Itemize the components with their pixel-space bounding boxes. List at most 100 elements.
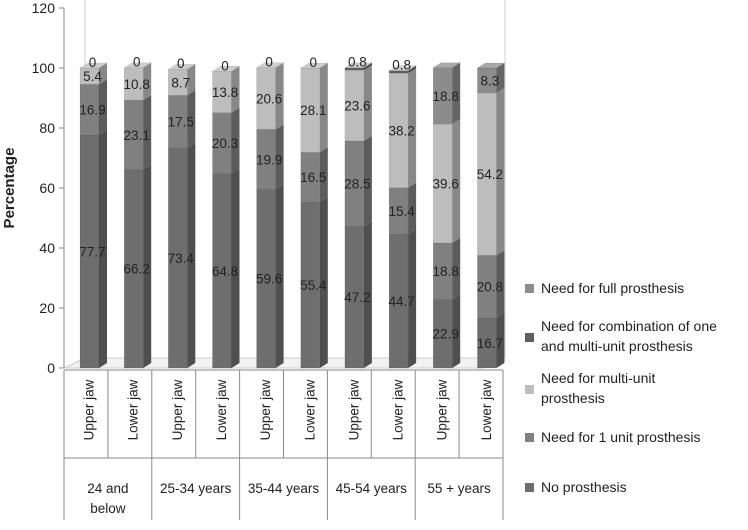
- category-label: Lower jaw: [479, 379, 494, 440]
- category-label: Lower jaw: [126, 379, 141, 440]
- bar-segment-side: [275, 62, 284, 130]
- bar-top-face: [211, 66, 241, 72]
- bar-top-face: [344, 62, 373, 68]
- data-label: 20.6: [256, 92, 282, 107]
- bar-segment-side: [408, 228, 417, 368]
- data-label: 15.4: [388, 204, 415, 219]
- group-label: 25-34 years: [160, 481, 232, 496]
- legend-label: Need for combination of one: [541, 318, 717, 334]
- category-label: Upper jaw: [170, 379, 185, 440]
- group-label: 55 + years: [427, 481, 491, 496]
- data-label: 77.7: [79, 244, 105, 259]
- data-label: 20.3: [212, 136, 238, 151]
- bar-segment-side: [275, 184, 284, 368]
- data-label: 66.2: [124, 262, 150, 277]
- legend-label: Need for full prosthesis: [541, 280, 684, 296]
- bar-segment-side: [496, 87, 505, 256]
- data-label: 64.8: [212, 264, 238, 279]
- bar-segment-side: [231, 66, 240, 113]
- bar-top-face: [79, 62, 108, 69]
- legend-swatch: [525, 385, 534, 394]
- data-label: 13.8: [212, 85, 238, 100]
- data-label: 59.6: [256, 272, 282, 287]
- bar-segment-side: [231, 107, 240, 174]
- category-label: Upper jaw: [258, 379, 273, 440]
- data-label: 0: [89, 55, 97, 70]
- bar-top-face: [123, 62, 153, 68]
- category-label: Upper jaw: [435, 379, 450, 440]
- data-label: 0: [133, 55, 141, 70]
- data-label: 73.4: [168, 251, 195, 266]
- data-label: 47.2: [344, 290, 370, 305]
- data-label: 0.8: [392, 58, 411, 73]
- data-label: 16.9: [79, 103, 105, 118]
- data-label: 44.7: [388, 294, 414, 309]
- data-label: 18.8: [433, 264, 459, 279]
- data-label: 20.8: [477, 280, 503, 295]
- data-label: 16.7: [477, 336, 503, 351]
- legend-label: No prosthesis: [541, 479, 627, 495]
- data-label: 0: [177, 56, 185, 71]
- legend-label: prosthesis: [541, 390, 605, 406]
- bar-top-face: [167, 63, 197, 70]
- bar-segment-side: [319, 196, 328, 368]
- data-label: 16.5: [300, 170, 326, 185]
- data-label: 10.8: [124, 77, 150, 92]
- group-label: 24 and below: [87, 481, 128, 516]
- bar-segment-side: [99, 79, 107, 135]
- legend-label: Need for multi-unit: [541, 370, 655, 386]
- legend-label: Need for 1 unit prosthesis: [541, 429, 701, 445]
- data-label: 55.4: [300, 278, 327, 293]
- data-label: 8.3: [481, 73, 500, 88]
- bar-segment-side: [99, 63, 107, 85]
- bar-segment-side: [452, 294, 461, 368]
- bar-segment: [168, 95, 188, 149]
- data-label: 18.8: [433, 89, 459, 104]
- data-label: 0.8: [348, 55, 367, 70]
- bar-segment-side: [496, 63, 505, 93]
- y-tick-label: 100: [32, 60, 56, 76]
- bar-segment-side: [187, 90, 196, 148]
- bar-segment-side: [143, 95, 152, 170]
- legend-swatch: [525, 284, 534, 293]
- y-axis-title: Percentage: [1, 148, 18, 229]
- data-label: 0: [221, 58, 229, 73]
- bar-top-face: [299, 62, 329, 69]
- data-label: 8.7: [171, 75, 190, 90]
- y-tick-label: 80: [39, 120, 55, 136]
- bar-segment-side: [319, 63, 328, 153]
- y-tick-label: 120: [32, 0, 56, 16]
- data-label: 28.5: [344, 177, 370, 192]
- bar-top-face: [255, 62, 285, 68]
- bar-segment-side: [99, 129, 107, 368]
- group-label: 45-54 years: [336, 481, 408, 496]
- data-label: 0: [310, 55, 318, 70]
- bar-segment-side: [408, 65, 417, 74]
- bar-segment-side: [143, 62, 152, 101]
- bar-segment-side: [363, 65, 372, 141]
- bar-segment-side: [363, 62, 372, 71]
- bar-segment-side: [452, 62, 461, 125]
- data-label: 23.6: [344, 99, 370, 114]
- y-tick-label: 40: [39, 240, 55, 256]
- bar-segment-side: [187, 64, 196, 96]
- bar-segment-side: [319, 147, 328, 202]
- data-label: 38.2: [388, 123, 414, 138]
- bar-segment-side: [452, 119, 461, 243]
- data-label: 39.6: [433, 177, 459, 192]
- category-label: Lower jaw: [391, 379, 406, 440]
- data-label: 5.4: [83, 69, 102, 84]
- bar-segment-side: [363, 221, 372, 368]
- data-label: 17.5: [168, 115, 194, 130]
- bar-segment-side: [408, 68, 417, 188]
- category-label: Lower jaw: [214, 379, 229, 440]
- group-label: 35-44 years: [248, 481, 320, 496]
- bar-segment-side: [408, 182, 417, 234]
- legend-swatch: [525, 333, 534, 342]
- bar-top-face: [432, 62, 462, 68]
- legend-swatch: [525, 483, 534, 492]
- bar-top-face: [388, 65, 417, 71]
- category-label: Lower jaw: [302, 379, 317, 440]
